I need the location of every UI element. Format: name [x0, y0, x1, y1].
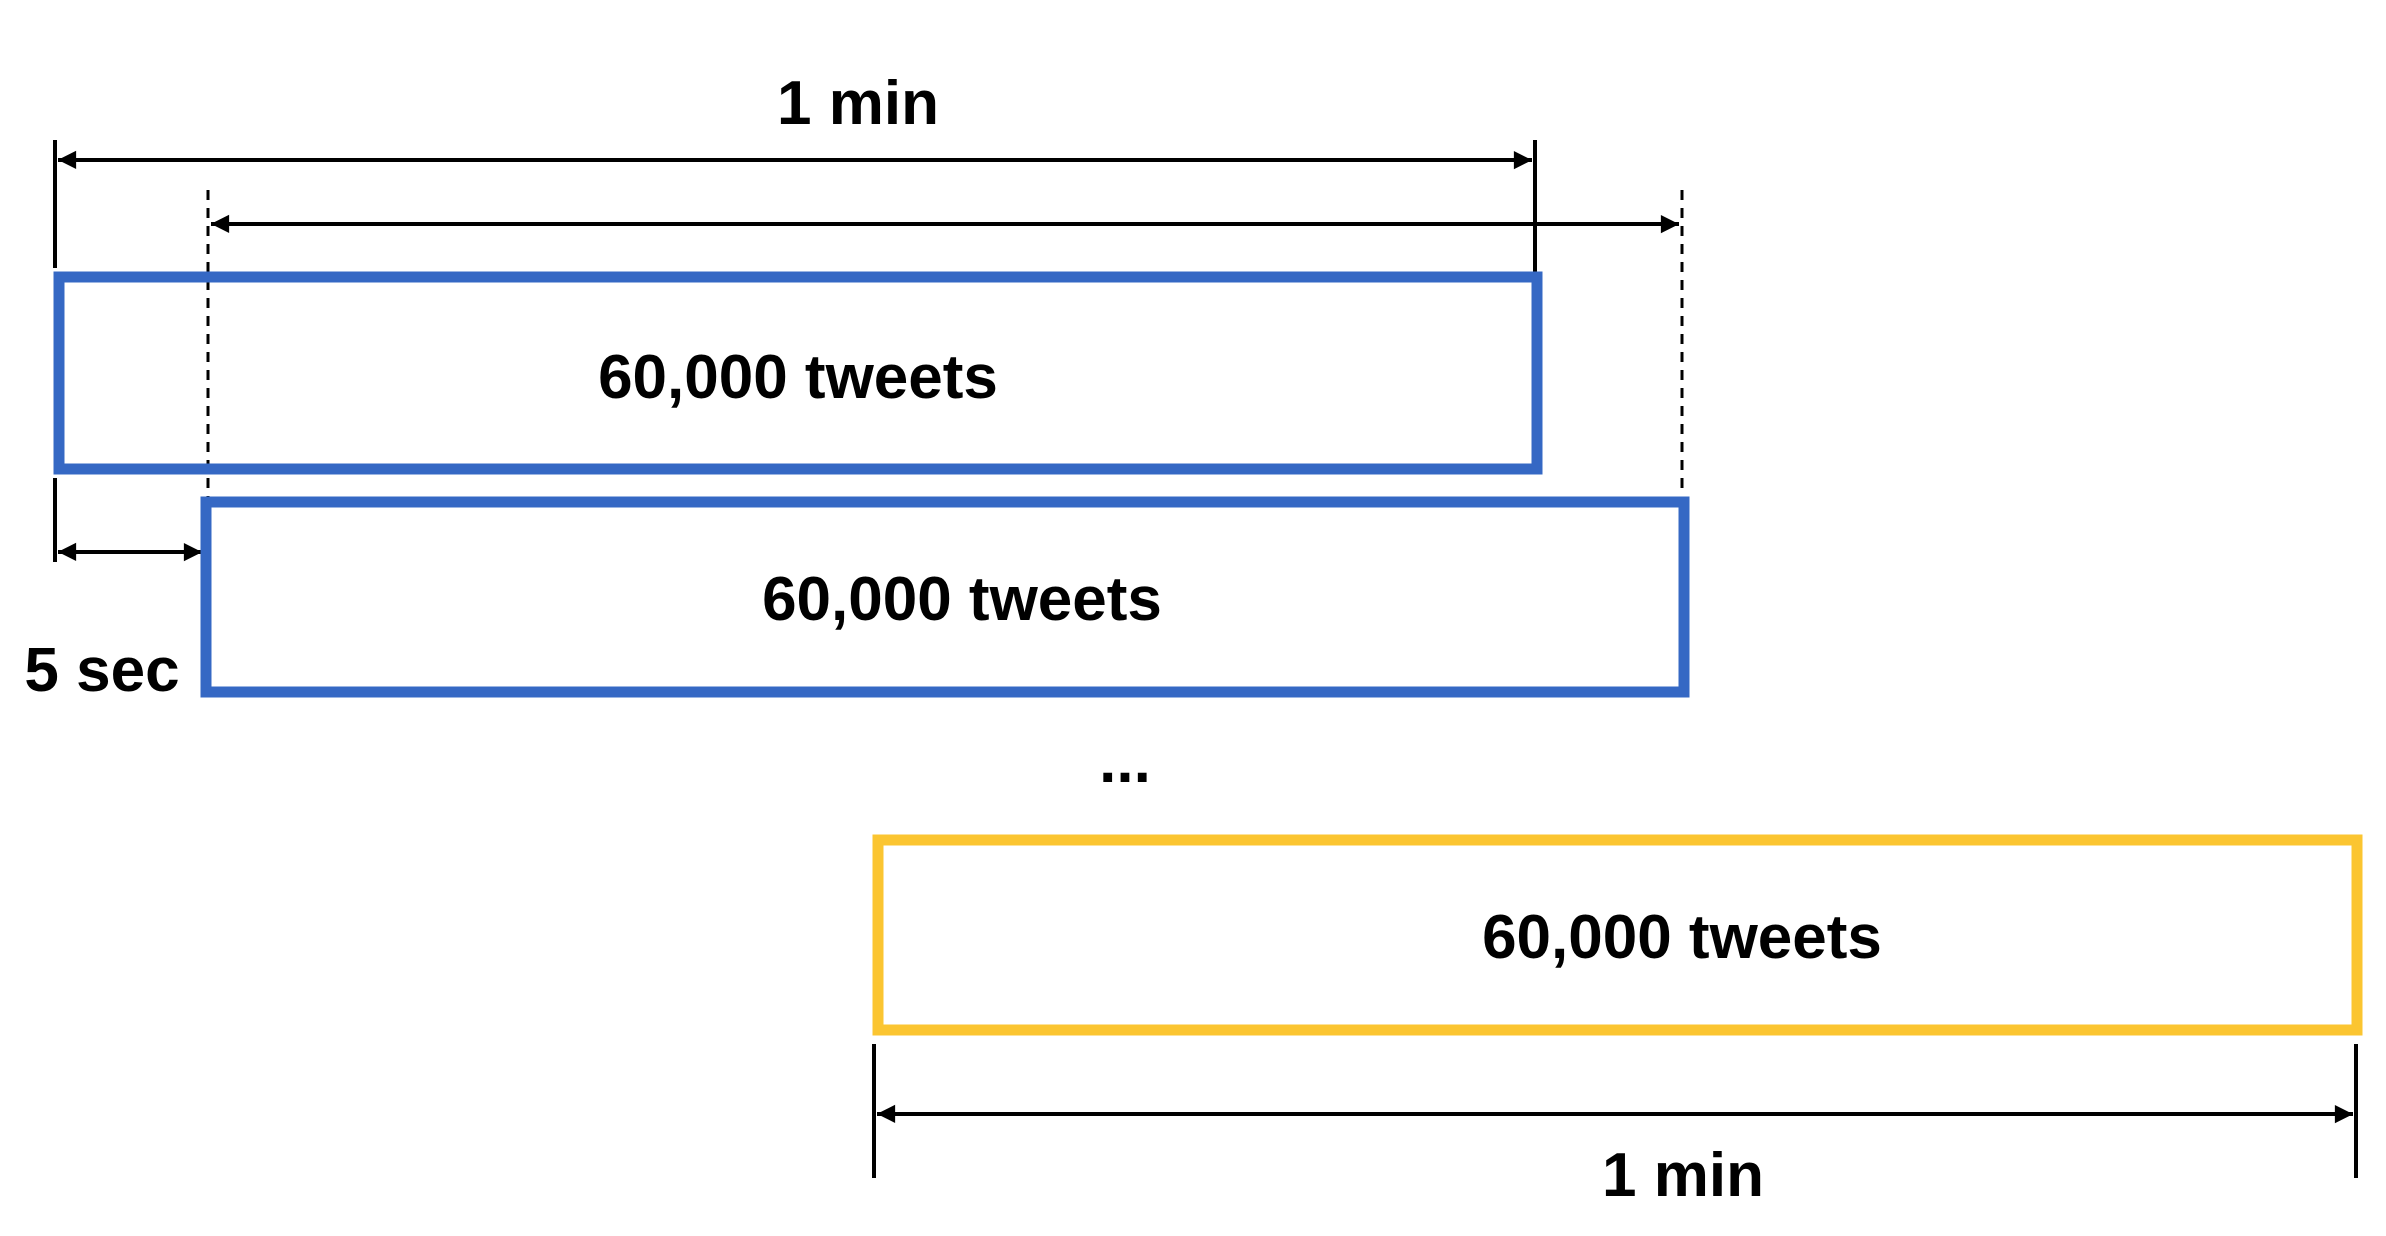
window-box-1 — [53, 271, 1543, 475]
window-label-1: 60,000 tweets — [598, 343, 998, 412]
window-box-2 — [200, 496, 1690, 698]
top-duration-label: 1 min — [777, 69, 939, 138]
slide-step-label: 5 sec — [24, 636, 179, 705]
ellipsis-label: ... — [1099, 727, 1151, 796]
window-label-2: 60,000 tweets — [762, 565, 1162, 634]
window-box-3 — [872, 834, 2363, 1036]
bottom-duration-label: 1 min — [1602, 1141, 1764, 1210]
window-label-3: 60,000 tweets — [1482, 903, 1882, 972]
